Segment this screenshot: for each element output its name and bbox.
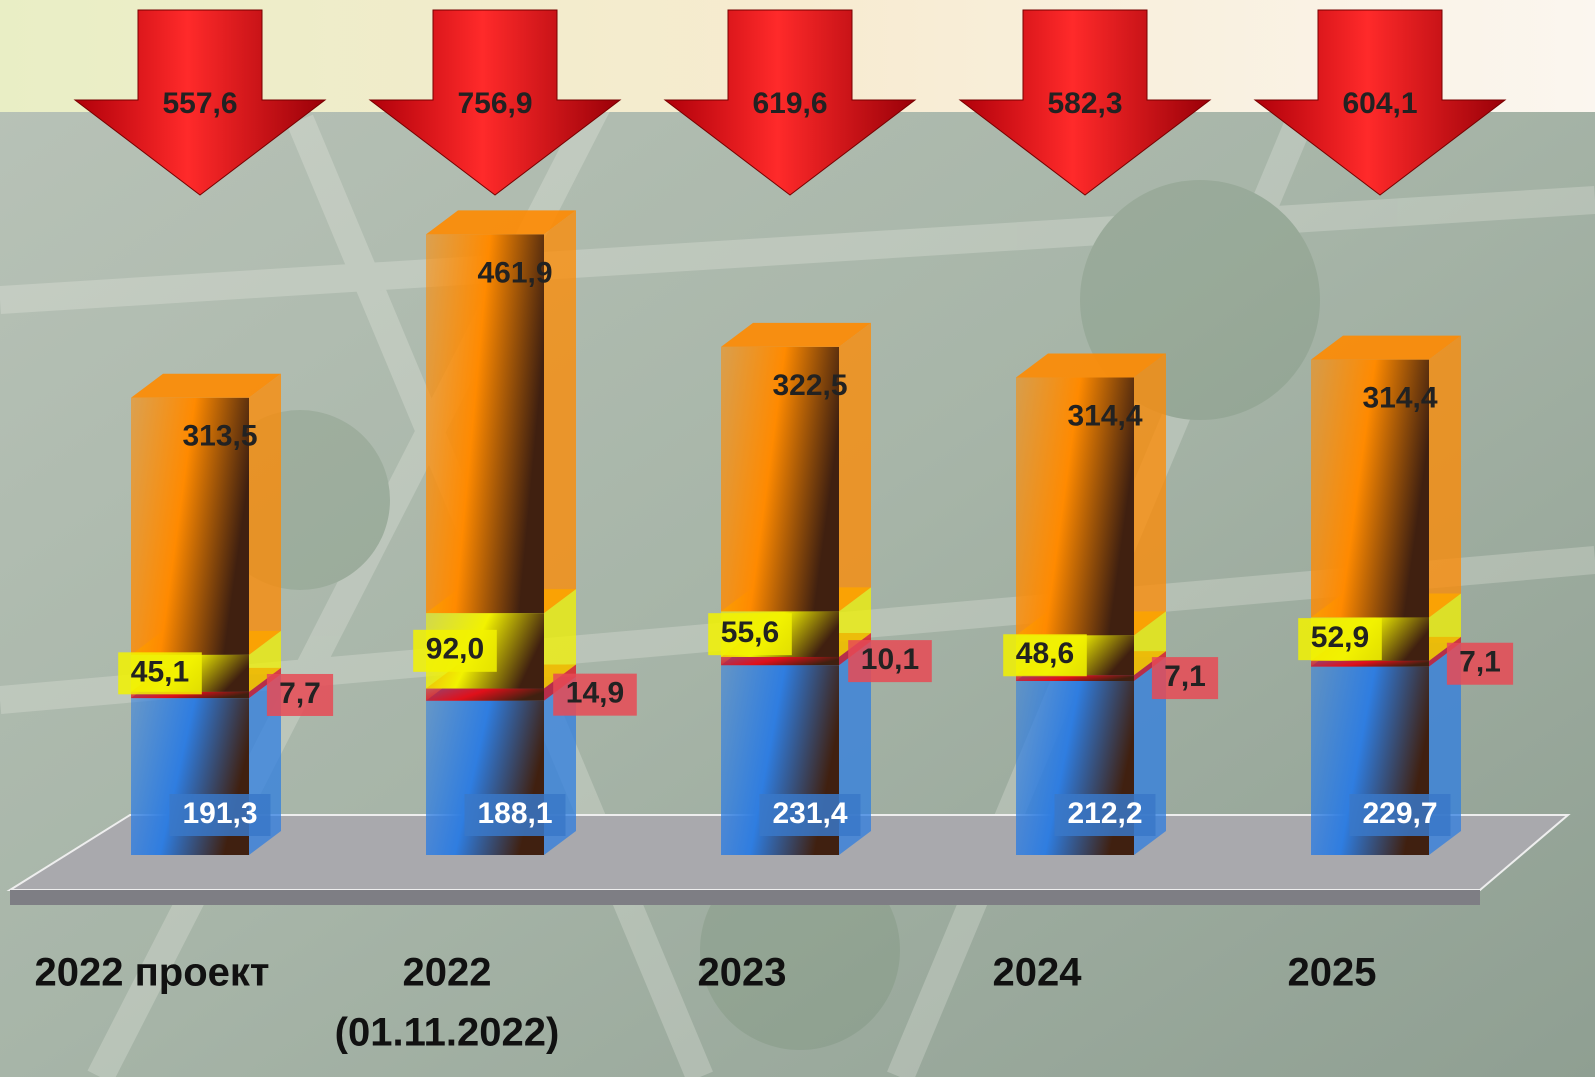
value-label: 10,1 bbox=[861, 643, 919, 676]
bar-segment bbox=[1016, 675, 1134, 681]
value-label: 191,3 bbox=[182, 797, 257, 830]
value-label: 7,1 bbox=[1459, 646, 1501, 679]
value-label: 188,1 bbox=[477, 797, 552, 830]
value-label: 229,7 bbox=[1362, 797, 1437, 830]
value-label: 212,2 bbox=[1067, 797, 1142, 830]
bar-segment bbox=[131, 691, 249, 699]
bar-top bbox=[426, 210, 576, 235]
bar-side bbox=[839, 587, 871, 657]
value-label: 52,9 bbox=[1311, 621, 1369, 654]
label-bg bbox=[553, 673, 637, 716]
plot: 191,3 7,7 45,1 313,5 557,6 2022 проект 188,1 14… bbox=[35, 9, 1514, 1055]
bar-side bbox=[544, 210, 576, 614]
total-arrow bbox=[368, 9, 622, 196]
bar-segment bbox=[721, 346, 839, 612]
bar-side bbox=[1429, 593, 1461, 661]
label-bg bbox=[708, 613, 792, 656]
total-arrow bbox=[73, 9, 327, 196]
bar-side bbox=[249, 630, 281, 692]
value-label: 48,6 bbox=[1016, 637, 1074, 670]
label-bg bbox=[1151, 657, 1219, 700]
bar-side bbox=[1134, 611, 1166, 676]
total-label: 604,1 bbox=[1342, 87, 1417, 120]
label-bg bbox=[118, 652, 202, 695]
label-bg bbox=[1054, 794, 1156, 836]
x-tick-label: (01.11.2022) bbox=[335, 1011, 560, 1055]
bar-segment bbox=[721, 656, 839, 666]
value-label: 461,9 bbox=[477, 256, 552, 289]
value-label: 7,1 bbox=[1164, 660, 1206, 693]
x-tick-label: 2023 bbox=[698, 951, 787, 995]
bar-segment bbox=[426, 234, 544, 614]
value-label: 45,1 bbox=[131, 655, 189, 688]
x-tick-label: 2022 bbox=[403, 951, 492, 995]
bar-segment bbox=[131, 397, 249, 655]
label-bg bbox=[1298, 618, 1382, 661]
bar-side bbox=[249, 373, 281, 655]
bar-top bbox=[1016, 353, 1166, 378]
total-label: 557,6 bbox=[162, 87, 237, 120]
label-bg bbox=[1446, 642, 1514, 685]
x-tick-label: 2022 проект bbox=[35, 951, 270, 995]
total-label: 619,6 bbox=[752, 87, 827, 120]
bar-segment bbox=[1311, 359, 1429, 618]
label-bg bbox=[759, 794, 861, 836]
bar-segment bbox=[1016, 377, 1134, 636]
bar-side bbox=[1134, 353, 1166, 636]
bar-side bbox=[1429, 335, 1461, 618]
bar-side bbox=[544, 589, 576, 689]
label-bg bbox=[413, 629, 497, 672]
x-tick-label: 2025 bbox=[1288, 951, 1377, 995]
bar-top bbox=[721, 322, 871, 347]
value-label: 55,6 bbox=[721, 616, 779, 649]
bar-segment bbox=[1311, 660, 1429, 667]
floor-edge bbox=[10, 890, 1480, 905]
label-bg bbox=[169, 794, 271, 836]
bar-top bbox=[1311, 335, 1461, 360]
bar-top bbox=[131, 373, 281, 398]
total-arrow bbox=[958, 9, 1212, 196]
value-label: 14,9 bbox=[566, 677, 624, 710]
label-bg bbox=[1003, 634, 1087, 677]
total-arrow bbox=[663, 9, 917, 196]
total-label: 756,9 bbox=[457, 87, 532, 120]
x-tick-label: 2024 bbox=[993, 951, 1083, 995]
total-label: 582,3 bbox=[1047, 87, 1122, 120]
total-arrow bbox=[1253, 9, 1507, 196]
value-label: 7,7 bbox=[279, 677, 321, 710]
label-bg bbox=[464, 794, 566, 836]
value-label: 92,0 bbox=[426, 633, 484, 666]
label-bg bbox=[1349, 794, 1451, 836]
label-bg bbox=[266, 673, 334, 716]
bar-side bbox=[839, 322, 871, 612]
value-label: 313,5 bbox=[182, 420, 257, 453]
value-label: 322,5 bbox=[772, 369, 847, 402]
value-label: 314,4 bbox=[1067, 399, 1142, 432]
value-label: 231,4 bbox=[772, 797, 847, 830]
label-bg bbox=[848, 640, 932, 683]
bar-segment bbox=[426, 688, 544, 701]
value-label: 314,4 bbox=[1362, 382, 1437, 415]
